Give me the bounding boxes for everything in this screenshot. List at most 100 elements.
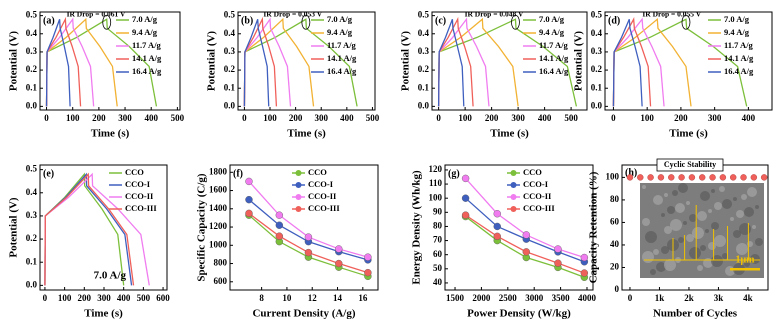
series-line	[243, 19, 270, 107]
x-tick-label: 4000	[578, 293, 597, 303]
legend-label: 14.1 A/g	[724, 53, 754, 63]
x-tick-label: 400	[117, 293, 131, 303]
marker	[461, 174, 470, 183]
series-line	[437, 18, 578, 107]
y-tick-label: 80	[433, 221, 443, 231]
marker	[304, 233, 313, 241]
y-tick-label: 0.3	[591, 46, 603, 56]
inset-texture	[689, 214, 697, 222]
scale-bar	[730, 268, 760, 271]
inset-texture	[664, 193, 668, 197]
ir-drop-marker	[681, 14, 691, 30]
marker	[461, 194, 470, 202]
inset-texture	[686, 201, 690, 205]
legend-label: CCO-I	[125, 179, 151, 189]
panel-label: (f)	[233, 168, 243, 179]
x-tick-label: 300	[118, 113, 132, 123]
panel-label: (h)	[625, 167, 637, 178]
x-tick-label: 400	[742, 113, 756, 123]
plot-frame	[39, 11, 181, 111]
series-line	[437, 17, 519, 107]
x-tick-label: 2k	[684, 293, 694, 303]
legend-label: 11.7 A/g	[132, 40, 162, 50]
legend-label: CCO-III	[523, 203, 555, 213]
y-tick-label: 600	[214, 276, 228, 286]
marker	[461, 211, 470, 219]
y-axis-label: Potential (V)	[573, 31, 585, 92]
plot-frame	[431, 11, 588, 111]
y-tick-label: 0.4	[26, 28, 38, 38]
y-tick-label: 0.5	[26, 10, 38, 20]
y-axis-label: Potential (V)	[8, 31, 20, 92]
x-tick-label: 8	[259, 293, 264, 303]
series-line	[45, 19, 71, 107]
y-tick-label: 0.0	[26, 279, 38, 289]
y-tick-label: 40	[433, 277, 443, 287]
plot-frame	[604, 11, 773, 111]
inset-texture	[714, 202, 722, 210]
series-line	[45, 17, 118, 107]
series-line	[612, 18, 748, 107]
y-tick-label: 0.5	[26, 164, 38, 174]
y-tick-label: 0.1	[591, 82, 603, 92]
y-tick-label: 0.1	[224, 82, 236, 92]
y-axis-label: Energy Density (Wh/kg)	[411, 170, 423, 285]
x-axis-label: Time (s)	[287, 128, 326, 140]
y-axis-label: Potential (V)	[206, 31, 218, 92]
annotation: IR Drop = 0.053 V	[263, 10, 322, 19]
inset-texture	[744, 261, 750, 267]
legend-label: CCO-III	[125, 203, 157, 213]
inset-texture	[692, 227, 704, 239]
x-tick-label: 500	[171, 113, 185, 123]
y-tick-label: 0.4	[418, 28, 430, 38]
legend-label: CCO	[125, 167, 144, 177]
x-tick-label: 500	[137, 293, 151, 303]
scale-label: 1μm	[736, 254, 756, 265]
y-tick-label: 0.2	[591, 64, 603, 74]
ir-drop-marker	[301, 14, 311, 30]
legend-label: 9.4 A/g	[132, 27, 158, 37]
x-tick-label: 100	[58, 293, 72, 303]
panel-label: (a)	[43, 15, 55, 26]
legend-marker	[510, 206, 517, 212]
x-tick-label: 0	[611, 113, 616, 123]
inset-texture	[675, 203, 685, 213]
x-tick-label: 100	[640, 113, 654, 123]
point	[709, 174, 716, 181]
x-axis-label: Number of Cycles	[653, 308, 738, 319]
x-tick-label: 100	[263, 113, 277, 123]
x-axis-label: Time (s)	[669, 128, 708, 140]
legend-marker	[295, 182, 302, 188]
y-axis-label: Potential (V)	[8, 197, 20, 258]
legend-label: 11.7 A/g	[724, 40, 754, 50]
point	[740, 174, 747, 181]
y-tick-label: 1200	[209, 221, 228, 231]
y-tick-label: 1400	[209, 203, 228, 213]
x-tick-label: 600	[156, 293, 170, 303]
y-tick-label: 100	[429, 192, 443, 202]
legend-label: 11.7 A/g	[539, 40, 569, 50]
legend-label: 16.4 A/g	[327, 66, 357, 76]
ir-drop-marker	[102, 14, 112, 30]
inset-texture	[653, 195, 663, 205]
y-tick-label: 0.3	[418, 46, 430, 56]
annotation-box	[656, 158, 724, 172]
marker	[522, 248, 530, 256]
legend-label: CCO	[523, 167, 542, 177]
marker	[364, 268, 372, 277]
y-tick-label: 0.2	[224, 64, 236, 74]
legend-label: 11.7 A/g	[327, 40, 357, 50]
legend-marker	[295, 194, 302, 200]
x-tick-label: 300	[97, 293, 111, 303]
series-line	[243, 18, 358, 107]
inset-texture	[752, 225, 756, 229]
inset-texture	[750, 254, 760, 264]
series-line	[45, 18, 158, 107]
marker	[275, 232, 284, 240]
legend-label: CCO-II	[523, 191, 552, 201]
x-tick-label: 14	[333, 293, 343, 303]
inset-texture	[755, 238, 763, 246]
y-tick-label: 0	[615, 284, 620, 294]
inset-texture	[686, 234, 694, 242]
x-tick-label: 0	[242, 113, 247, 123]
